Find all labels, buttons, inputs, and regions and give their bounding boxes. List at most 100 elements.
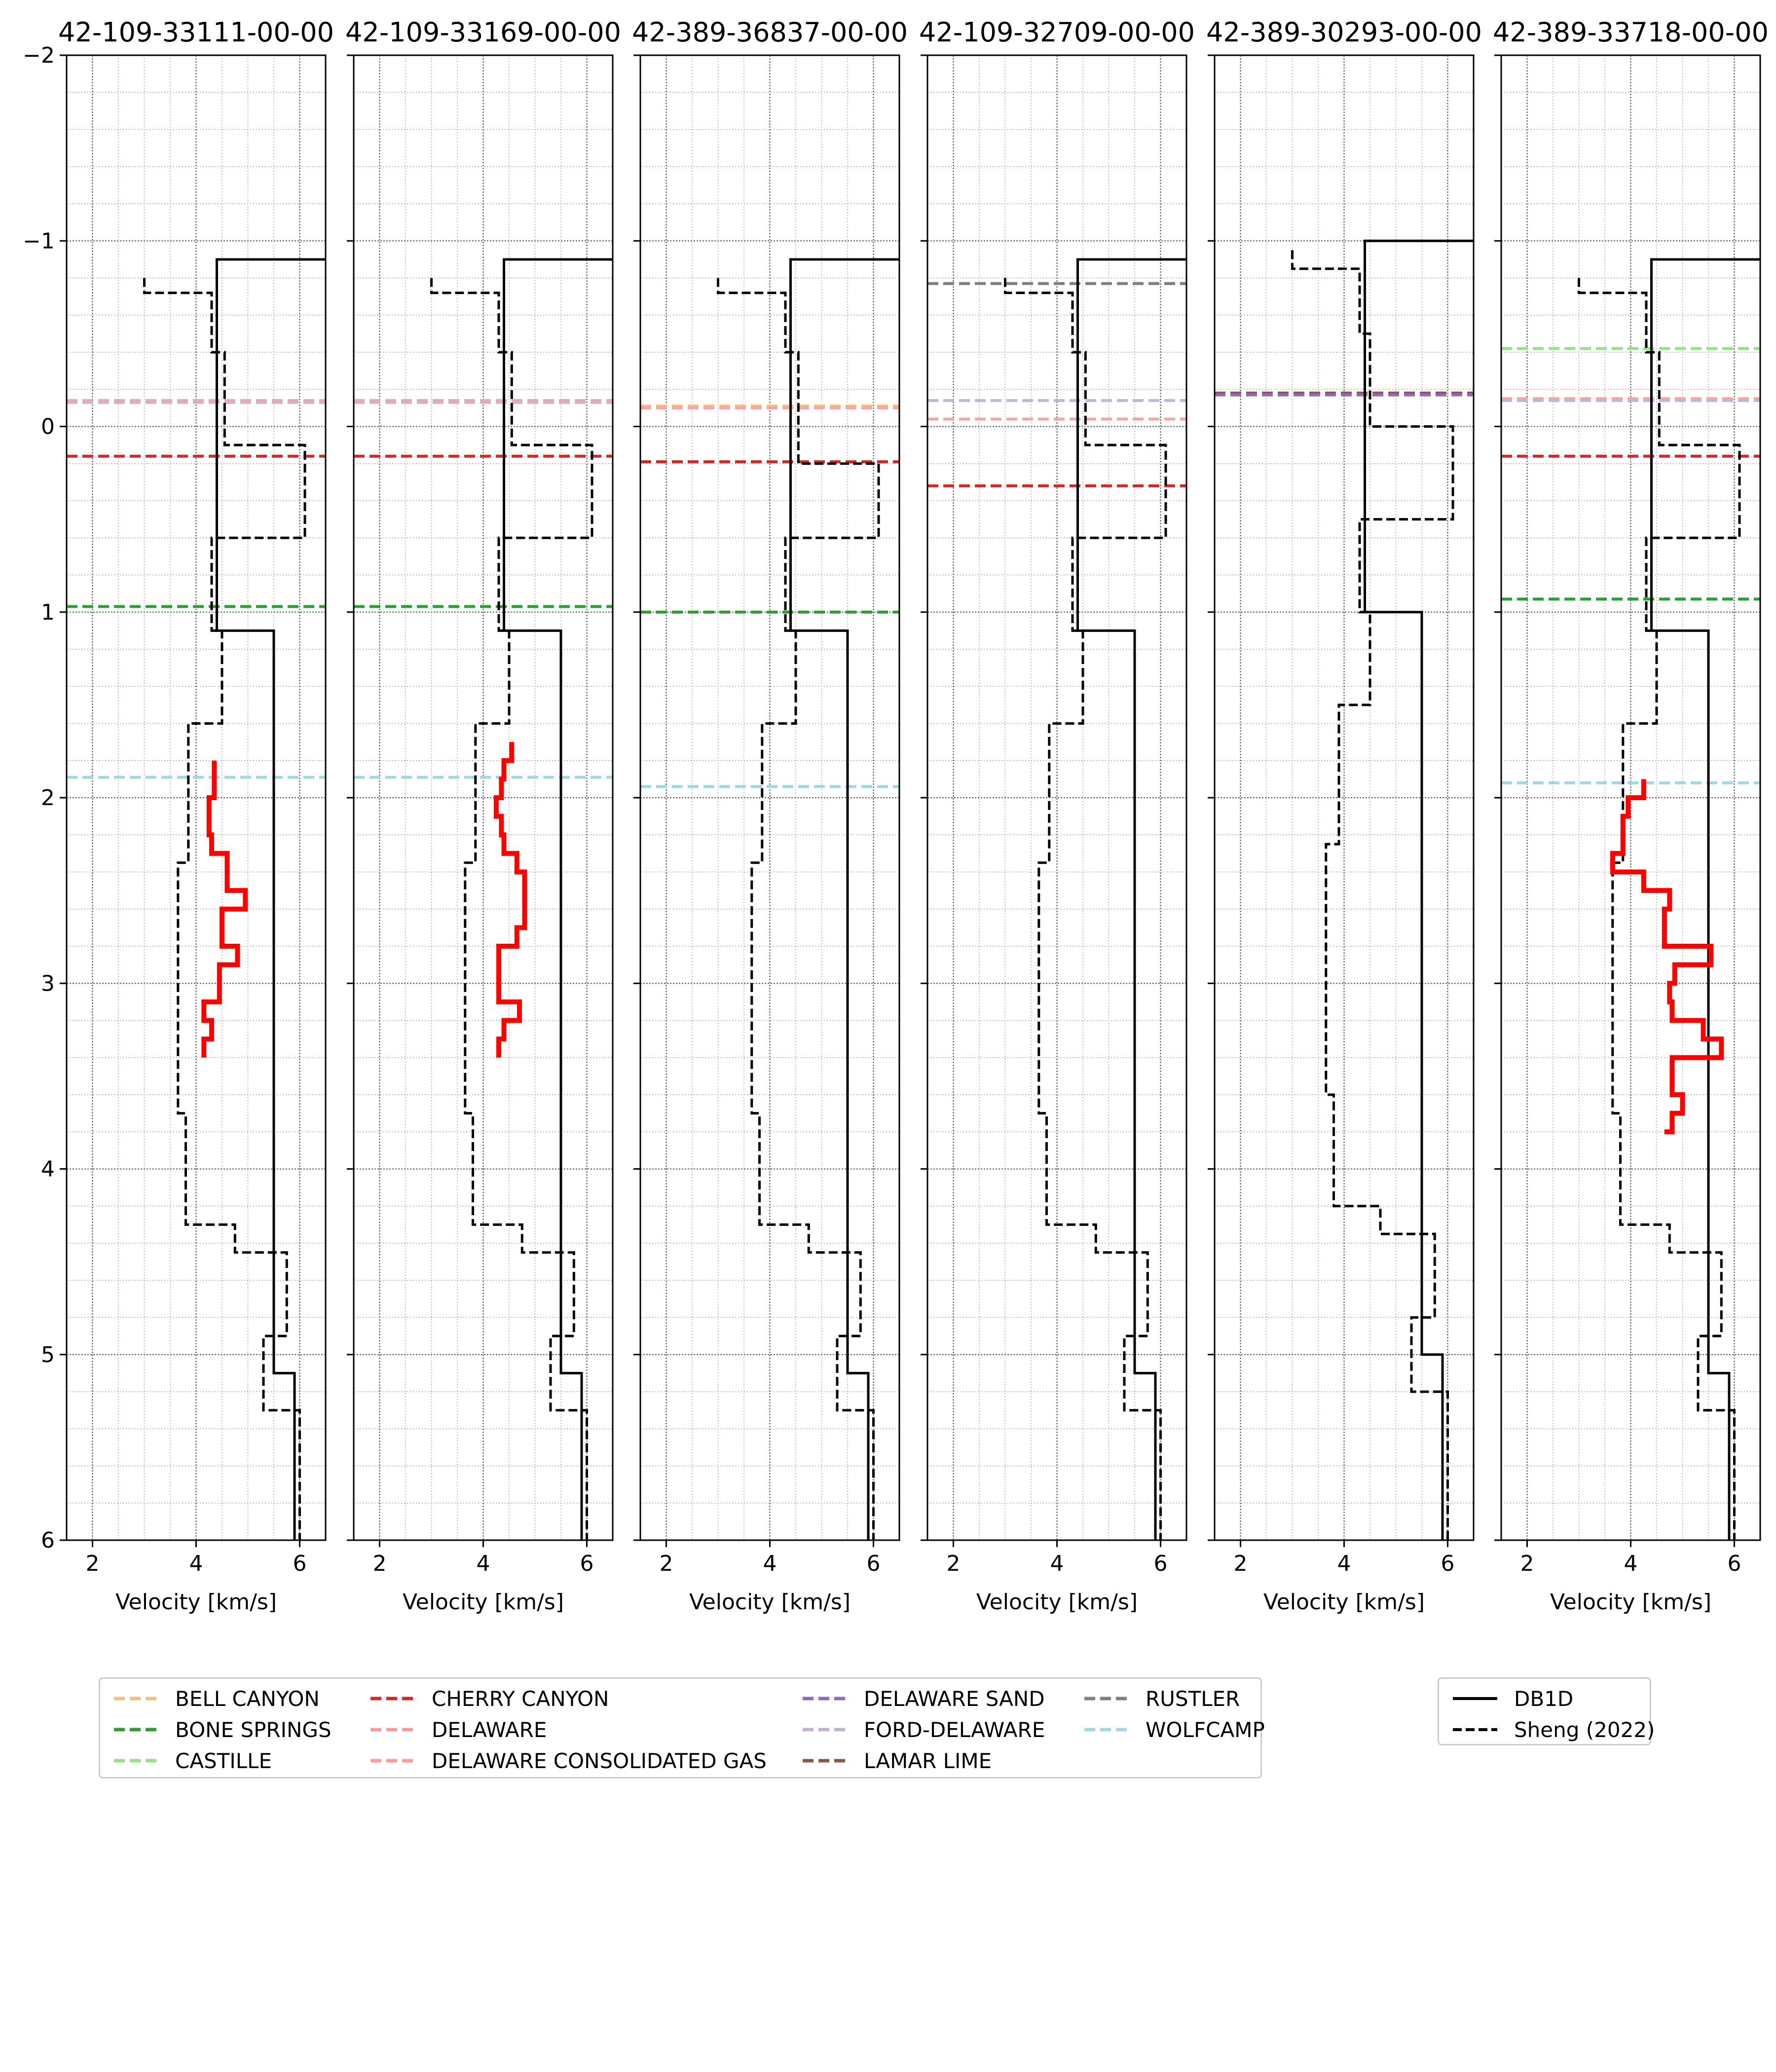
legend-swatch (114, 1697, 158, 1701)
series-observed (201, 760, 248, 1058)
legend-label: DB1D (1514, 1686, 1574, 1711)
x-tick-label: 4 (1050, 1551, 1064, 1576)
series-observed (493, 742, 527, 1058)
x-axis-label: Velocity [km/s] (115, 1590, 277, 1615)
x-axis-label: Velocity [km/s] (689, 1590, 851, 1615)
y-tick-label: −1 (23, 228, 55, 254)
plot-area (927, 258, 1186, 1540)
legend-item: BELL CANYON (109, 1684, 320, 1713)
panel-3: 2 4 6 42-389-36837-00-00 Velocity [km/s] (632, 17, 908, 1615)
legend-label: WOLFCAMP (1146, 1717, 1265, 1742)
x-tick-label: 6 (1441, 1551, 1455, 1576)
legend-swatch (370, 1728, 415, 1732)
x-tick-label: 2 (373, 1551, 387, 1576)
legend-swatch (1084, 1728, 1129, 1732)
legend-swatch (370, 1697, 415, 1701)
x-tick-label: 2 (86, 1551, 100, 1576)
legend-item: FORD-DELAWARE (798, 1715, 1045, 1744)
formation-legend: BELL CANYON BONE SPRINGS CASTILLE CHERRY CA… (99, 1677, 1265, 1778)
x-tick-label: 4 (1624, 1551, 1638, 1576)
panel-4: 2 4 6 42-109-32709-00-00 Velocity [km/s] (919, 17, 1195, 1615)
y-tick-label: 4 (41, 1157, 55, 1182)
x-tick-label: 4 (189, 1551, 203, 1576)
legend-label: DELAWARE (432, 1717, 547, 1742)
panel-1: 2 4 6 −2 −1 0 1 2 3 4 5 6 42-109-33111-00-00 Velocity… (23, 17, 334, 1615)
x-tick-label: 6 (293, 1551, 307, 1576)
panel-5: 2 4 6 42-389-30293-00-00 Velocity [km/s] (1206, 17, 1482, 1615)
x-tick-label: 2 (947, 1551, 961, 1576)
legend-item: Sheng (2022) (1448, 1715, 1655, 1744)
panel-6: 2 4 6 42-389-33718-00-00 Velocity [km/s] (1493, 17, 1769, 1615)
legend-label: BONE SPRINGS (175, 1717, 332, 1742)
x-axis-label: Velocity [km/s] (1263, 1590, 1425, 1615)
legend-swatch (1453, 1697, 1497, 1700)
legend-swatch (114, 1759, 158, 1763)
plot-area (67, 258, 326, 1540)
y-tick-label: 2 (41, 785, 55, 811)
legend-swatch (803, 1728, 847, 1732)
legend-label: CHERRY CANYON (432, 1686, 609, 1711)
series-sheng-2022- (143, 278, 306, 1540)
model-legend: DB1D Sheng (2022) (1438, 1677, 1655, 1745)
legend-label: DELAWARE SAND (864, 1686, 1045, 1711)
x-tick-label: 4 (763, 1551, 777, 1576)
legend-label: BELL CANYON (175, 1686, 320, 1711)
legend-label: Sheng (2022) (1514, 1717, 1655, 1742)
legend-item: DELAWARE SAND (798, 1684, 1045, 1713)
legend-swatch (803, 1759, 847, 1763)
series-sheng-2022- (430, 278, 593, 1540)
y-tick-label: 1 (41, 600, 55, 625)
legend-label: FORD-DELAWARE (864, 1717, 1045, 1742)
legend-swatch (803, 1697, 847, 1701)
panel-2: 2 4 6 42-109-33169-00-00 Velocity [km/s] (345, 17, 621, 1615)
y-tick-label: 5 (41, 1342, 55, 1368)
x-tick-label: 2 (1234, 1551, 1248, 1576)
x-tick-label: 6 (867, 1551, 881, 1576)
series-sheng-2022- (1291, 250, 1454, 1540)
x-tick-label: 2 (1520, 1551, 1534, 1576)
plot-area (1215, 239, 1474, 1540)
legend-item: WOLFCAMP (1079, 1715, 1265, 1744)
x-tick-label: 6 (1728, 1551, 1741, 1576)
x-axis-label: Velocity [km/s] (1550, 1590, 1711, 1615)
x-tick-label: 6 (580, 1551, 594, 1576)
panel-title: 42-109-32709-00-00 (919, 17, 1195, 48)
legend-item: LAMAR LIME (798, 1746, 992, 1776)
legend-item: DB1D (1448, 1684, 1573, 1713)
legend-swatch (370, 1759, 415, 1763)
panel-title: 42-109-33169-00-00 (345, 17, 621, 48)
panel-title: 42-389-33718-00-00 (1493, 17, 1769, 48)
series-db1d (503, 258, 613, 1540)
x-axis-label: Velocity [km/s] (976, 1590, 1138, 1615)
legend-item: RUSTLER (1079, 1684, 1240, 1713)
legend-item: CHERRY CANYON (366, 1684, 609, 1713)
series-sheng-2022- (1578, 278, 1741, 1540)
panel-title: 42-389-36837-00-00 (632, 17, 908, 48)
series-db1d (789, 258, 899, 1540)
series-db1d (1364, 239, 1474, 1540)
x-tick-label: 6 (1154, 1551, 1168, 1576)
y-tick-label: −2 (23, 43, 55, 68)
legend-label: DELAWARE CONSOLIDATED GAS (432, 1748, 767, 1773)
y-tick-label: 6 (41, 1528, 55, 1553)
series-db1d (1650, 258, 1760, 1540)
legend-label: RUSTLER (1146, 1686, 1240, 1711)
legend-swatch (1084, 1697, 1129, 1701)
panel-title: 42-389-30293-00-00 (1206, 17, 1482, 48)
x-tick-label: 4 (477, 1551, 490, 1576)
legend-label: LAMAR LIME (864, 1748, 992, 1773)
x-tick-label: 4 (1337, 1551, 1351, 1576)
legend-item: DELAWARE CONSOLIDATED GAS (366, 1746, 767, 1776)
grid (1214, 55, 1474, 1541)
legend-label: CASTILLE (175, 1748, 272, 1773)
y-tick-label: 0 (41, 414, 55, 440)
legend-item: DELAWARE (366, 1715, 547, 1744)
plot-area (354, 258, 613, 1540)
panel-title: 42-109-33111-00-00 (58, 17, 334, 48)
series-observed (1610, 779, 1724, 1135)
series-db1d (1076, 258, 1186, 1540)
series-sheng-2022- (1004, 278, 1167, 1540)
x-tick-label: 2 (660, 1551, 673, 1576)
legend-swatch (1453, 1728, 1497, 1731)
